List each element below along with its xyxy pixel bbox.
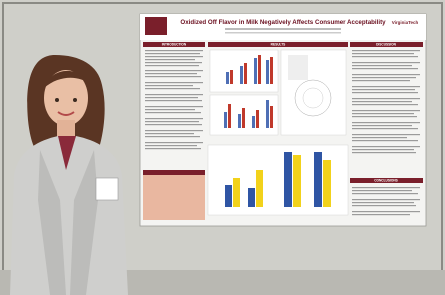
section-title: DISCUSSION bbox=[376, 43, 397, 47]
logo-left bbox=[145, 17, 167, 35]
table-header bbox=[143, 170, 205, 175]
section-title: CONCLUSIONS bbox=[374, 179, 398, 183]
affiliation bbox=[225, 32, 341, 34]
section-title: RESULTS bbox=[271, 43, 286, 47]
poster-header bbox=[140, 14, 426, 40]
section-title: INTRODUCTION bbox=[162, 43, 187, 47]
photo: Oxidized Off Flavor in Milk Negatively A… bbox=[0, 0, 445, 295]
logo-right: VirginiaTech bbox=[392, 20, 419, 25]
authors bbox=[225, 28, 341, 30]
poster-title: Oxidized Off Flavor in Milk Negatively A… bbox=[180, 19, 386, 26]
table bbox=[143, 170, 205, 220]
figure-table bbox=[288, 55, 308, 80]
